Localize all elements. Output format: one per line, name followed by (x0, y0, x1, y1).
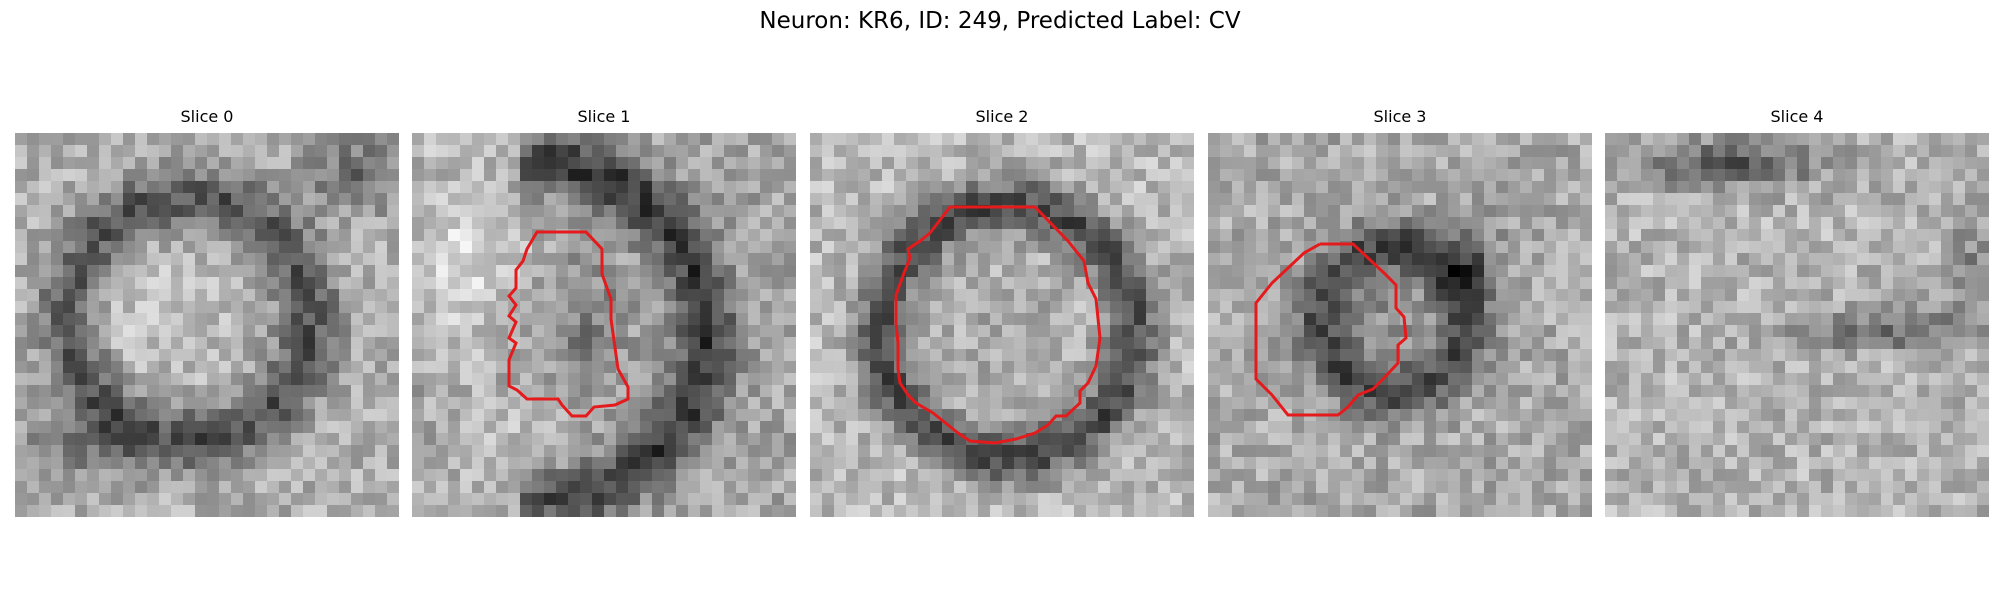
em-slice-image (412, 133, 796, 517)
panel-title: Slice 4 (1770, 107, 1824, 126)
panel-title: Slice 3 (1373, 107, 1427, 126)
panel-title: Slice 1 (577, 107, 631, 126)
segmentation-contour (1254, 242, 1408, 417)
panel-title: Slice 2 (975, 107, 1029, 126)
segmentation-contour (894, 205, 1102, 445)
em-slice-image (15, 133, 399, 517)
figure-title: Neuron: KR6, ID: 249, Predicted Label: C… (759, 8, 1241, 34)
em-slice-image (810, 133, 1194, 517)
grayscale-image (810, 133, 1194, 517)
segmentation-contour (507, 230, 630, 418)
grayscale-image (1208, 133, 1592, 517)
panel-title: Slice 0 (180, 107, 234, 126)
grayscale-image (412, 133, 796, 517)
em-slice-image (1208, 133, 1592, 517)
em-slice-image (1605, 133, 1989, 517)
grayscale-image (1605, 133, 1989, 517)
grayscale-image (15, 133, 399, 517)
